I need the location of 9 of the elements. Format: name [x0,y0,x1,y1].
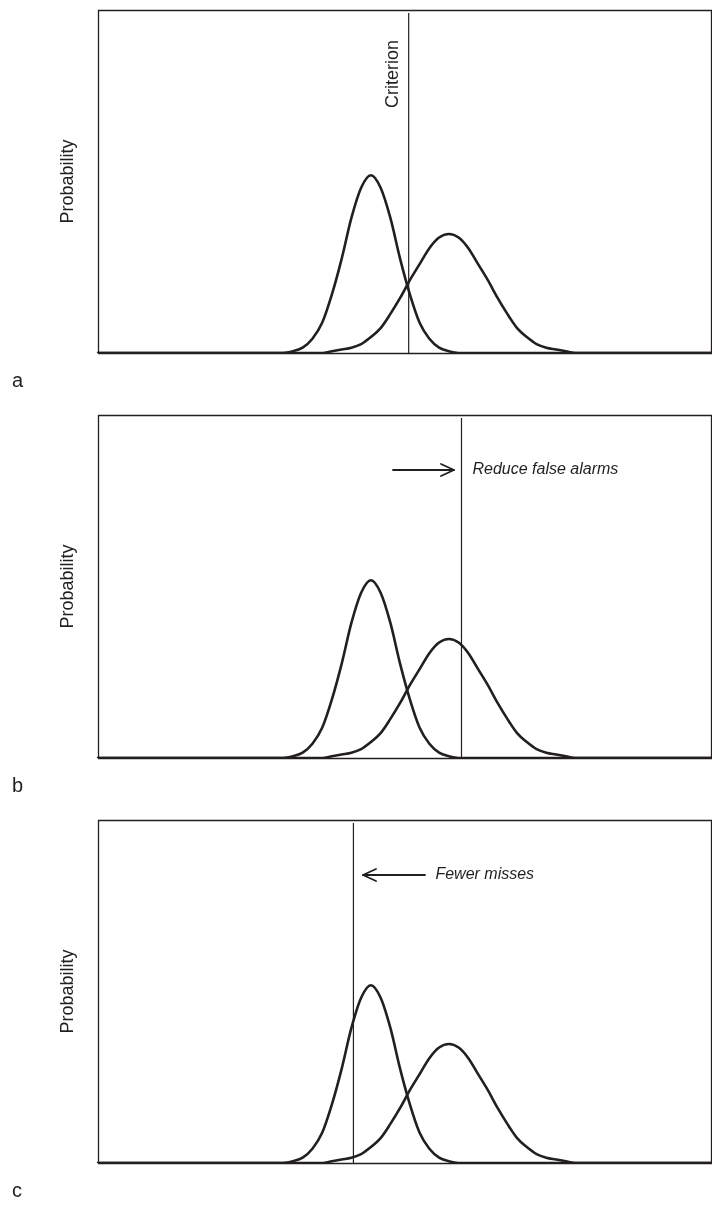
text: c [12,1178,22,1201]
text: Fewer misses [435,865,535,883]
y-axis-title: Probability [56,139,77,224]
y-axis-title: Probability [56,544,77,629]
text: a [12,368,24,391]
text: Criterion [381,40,402,109]
text: b [12,773,24,796]
y-axis-title: Probability [56,949,77,1034]
text: Reduce false alarms [472,460,619,478]
